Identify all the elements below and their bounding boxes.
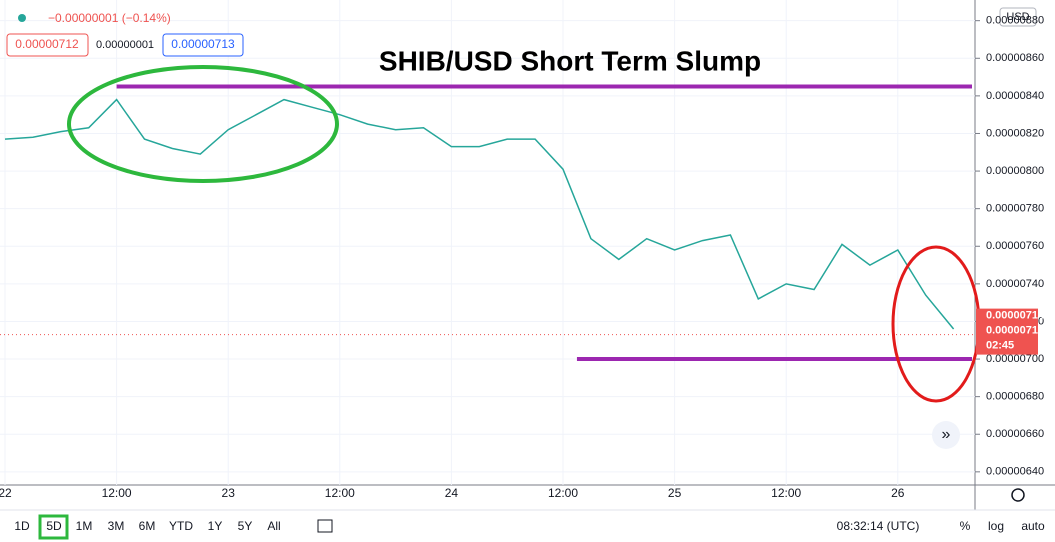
scale-option[interactable]: log [988,519,1004,533]
x-tick-label: 25 [668,486,682,500]
y-tick-label: 0.00000760 [986,240,1044,252]
toolbar: 1D 5D 1M 3M 6M YTD 1Y 5Y All 08:32:14 (UTC)% log au… [14,519,1045,533]
spread: 0.00000001 [96,39,154,51]
bid[interactable]: 0.00000712 [15,37,79,51]
y-tick-label: 0.00000880 [986,15,1044,27]
change: −0.00000001 (−0.14%) [48,11,171,25]
last-price-box [976,308,1038,355]
range-button[interactable]: 5D [46,519,62,533]
range-button[interactable]: YTD [169,519,193,533]
x-tick-label: 12:00 [771,486,801,500]
status-dot [18,14,26,22]
last-price-label: 0.00000713 [986,325,1044,337]
date-range-icon[interactable] [317,519,333,533]
y-tick-label: 0.00000780 [986,203,1044,215]
y-tick-label: 0.00000700 [986,353,1044,365]
range-button[interactable]: 3M [108,519,125,533]
range-button[interactable]: 1Y [208,519,223,533]
range-button[interactable]: 6M [139,519,156,533]
range-button[interactable]: 5Y [238,519,253,533]
x-tick-label: 22 [0,486,12,500]
bid-box[interactable] [6,33,89,57]
y-tick-label: 0.00000800 [986,165,1044,177]
scale-option[interactable]: auto [1021,519,1045,533]
currency-box[interactable] [999,7,1037,27]
y-tick-label: 0.00000840 [986,90,1044,102]
ask-box[interactable] [162,33,244,57]
ask[interactable]: 0.00000713 [171,37,235,51]
x-tick-label: 24 [445,486,459,500]
last-price-label: 02:45 [986,340,1014,352]
y-tick-label: 0.00000820 [986,127,1044,139]
range-button[interactable]: 1M [76,519,93,533]
y-tick-label: 0.00000740 [986,278,1044,290]
plot [0,0,980,485]
highlight-ellipse [67,65,339,183]
x-tick-label: 12:00 [325,486,355,500]
y-tick-label: 0.00000860 [986,52,1044,64]
chart-title: SHIB/USD Short Term Slump [379,45,761,76]
range-button[interactable]: All [267,519,280,533]
scale-option[interactable]: % [960,519,971,533]
x-tick-label: 12:00 [548,486,578,500]
scroll-icon[interactable]: » [942,426,951,443]
clock: 08:32:14 (UTC) [837,519,920,533]
y-tick-label: 0.00000680 [986,391,1044,403]
x-tick-label: 26 [891,486,905,500]
y-tick-label: 0.00000640 [986,466,1044,478]
x-tick-label: 12:00 [102,486,132,500]
y-tick-label: 0.00000660 [986,428,1044,440]
x-tick-label: 23 [222,486,236,500]
currency[interactable]: USD [1006,11,1029,23]
price-line [4,98,955,330]
range-button[interactable]: 1D [14,519,30,533]
range-highlight [38,514,69,540]
last-price-label: 0.00000714 [986,310,1045,322]
scroll-button[interactable] [932,421,960,449]
settings-icon[interactable] [1011,488,1025,502]
